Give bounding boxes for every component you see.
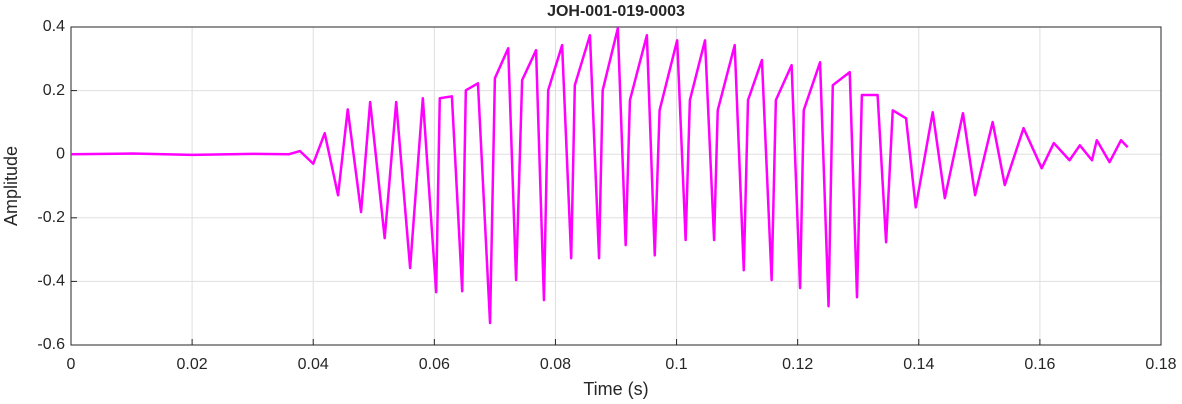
x-tick-label: 0.14 bbox=[903, 356, 934, 373]
x-tick-label: 0.1 bbox=[665, 356, 687, 373]
y-tick-label: 0.2 bbox=[43, 82, 65, 99]
x-tick-label: 0.12 bbox=[782, 356, 813, 373]
y-tick-label: -0.4 bbox=[37, 273, 65, 290]
x-tick-label: 0.18 bbox=[1145, 356, 1176, 373]
x-tick-label: 0 bbox=[67, 356, 76, 373]
y-tick-label: 0 bbox=[56, 145, 65, 162]
chart-title: JOH-001-019-0003 bbox=[547, 3, 685, 20]
waveform-line bbox=[70, 27, 1129, 325]
y-tick-label: -0.2 bbox=[37, 209, 65, 226]
plot-frame bbox=[70, 26, 1162, 346]
x-tick-label: 0.06 bbox=[419, 356, 450, 373]
x-axis-label: Time (s) bbox=[583, 379, 648, 399]
x-tick-label: 0.16 bbox=[1024, 356, 1055, 373]
x-tick-label: 0.02 bbox=[177, 356, 208, 373]
x-tick-label: 0.08 bbox=[540, 356, 571, 373]
y-tick-label: -0.6 bbox=[37, 336, 65, 353]
y-tick-label: 0.4 bbox=[43, 18, 65, 35]
x-tick-label: 0.04 bbox=[298, 356, 329, 373]
y-axis-label: Amplitude bbox=[1, 146, 21, 226]
